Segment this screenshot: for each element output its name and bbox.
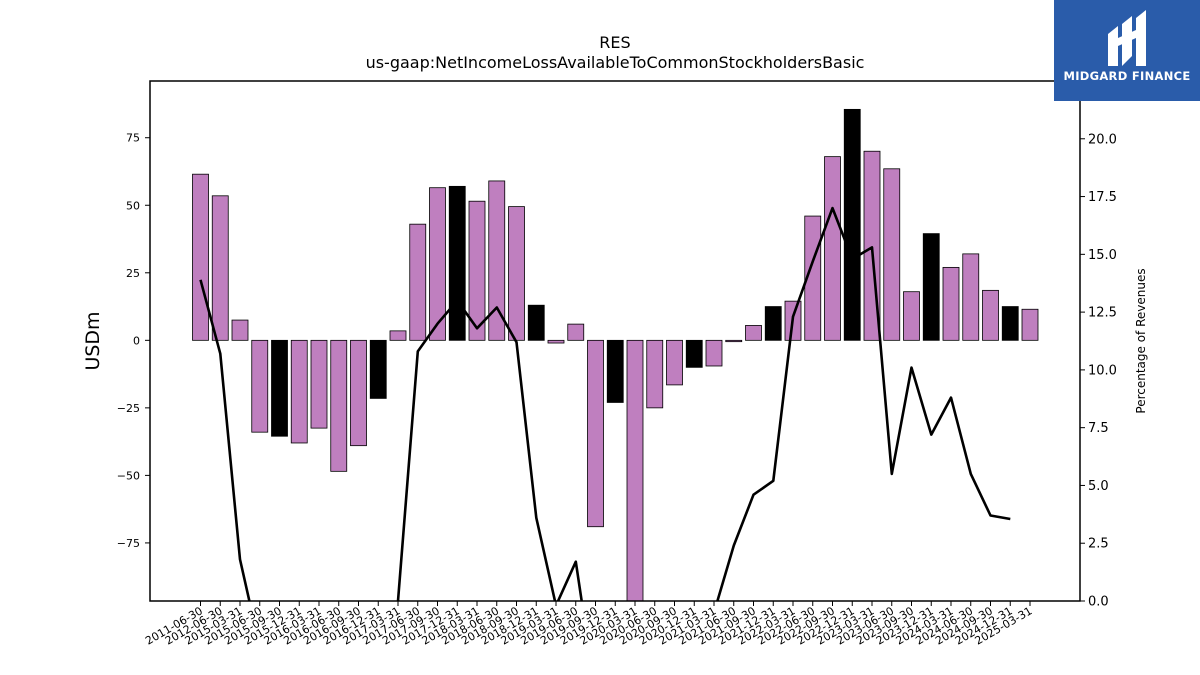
bar [350, 339, 367, 447]
bar [271, 339, 288, 437]
midgard-logo-icon [1108, 10, 1146, 66]
bar [646, 339, 664, 409]
bar [468, 200, 486, 341]
y2-tick-label: 17.5 [1088, 190, 1117, 205]
y2-tick-label: 0.0 [1088, 595, 1109, 610]
bar [982, 289, 999, 341]
y2-tick-label: 12.5 [1088, 306, 1117, 321]
bar [764, 306, 782, 341]
y-tick-label: −50 [117, 469, 140, 482]
bar [725, 339, 743, 343]
chart-title: RES [599, 33, 631, 52]
bar [389, 330, 407, 341]
bar [626, 339, 644, 601]
bar [290, 339, 308, 444]
y-tick-label: 0 [133, 334, 140, 347]
y-tick-label: 75 [126, 132, 140, 145]
bar [369, 339, 387, 399]
bar [409, 223, 427, 341]
chart-subtitle: us-gaap:NetIncomeLossAvailableToCommonSt… [365, 53, 865, 72]
bar [685, 339, 703, 368]
y-tick-label: 50 [126, 199, 140, 212]
bar [745, 325, 762, 341]
brand-logo: MIDGARD FINANCE [1054, 0, 1200, 101]
y2-tick-label: 15.0 [1088, 248, 1117, 263]
logo-text: MIDGARD FINANCE [1063, 69, 1191, 83]
bar [666, 339, 683, 386]
bar [211, 195, 229, 341]
bar [330, 339, 348, 472]
y-axis-label: USDm [82, 311, 104, 370]
bar [547, 339, 565, 344]
bar [192, 173, 209, 341]
bar [527, 304, 545, 341]
bar [883, 168, 901, 341]
y2-tick-label: 2.5 [1088, 537, 1109, 552]
y2-tick-label: 5.0 [1088, 479, 1109, 494]
bar [824, 156, 841, 341]
bar [429, 187, 446, 341]
bar [587, 339, 604, 528]
revenue-percentage-line [199, 206, 1011, 601]
bar [843, 108, 861, 341]
y2-tick-label: 10.0 [1088, 363, 1117, 378]
bar [942, 266, 960, 341]
bar [1021, 308, 1039, 341]
y2-axis-label: Percentage of Revenues [1134, 268, 1148, 413]
bar [488, 180, 506, 341]
y2-tick-label: 7.5 [1088, 421, 1109, 436]
bar [922, 233, 940, 341]
y-tick-label: 25 [126, 267, 140, 280]
bar [231, 319, 249, 341]
bar [251, 339, 269, 433]
bar [567, 323, 585, 341]
bar [962, 253, 980, 341]
bar [310, 339, 328, 429]
bar [1001, 306, 1019, 341]
bar [508, 206, 525, 341]
bar [705, 339, 723, 367]
y2-tick-label: 20.0 [1088, 132, 1117, 147]
bar [448, 185, 466, 341]
y-tick-label: −25 [117, 402, 140, 415]
bar [903, 291, 920, 341]
y-tick-label: −75 [117, 537, 140, 550]
bar [606, 339, 624, 403]
